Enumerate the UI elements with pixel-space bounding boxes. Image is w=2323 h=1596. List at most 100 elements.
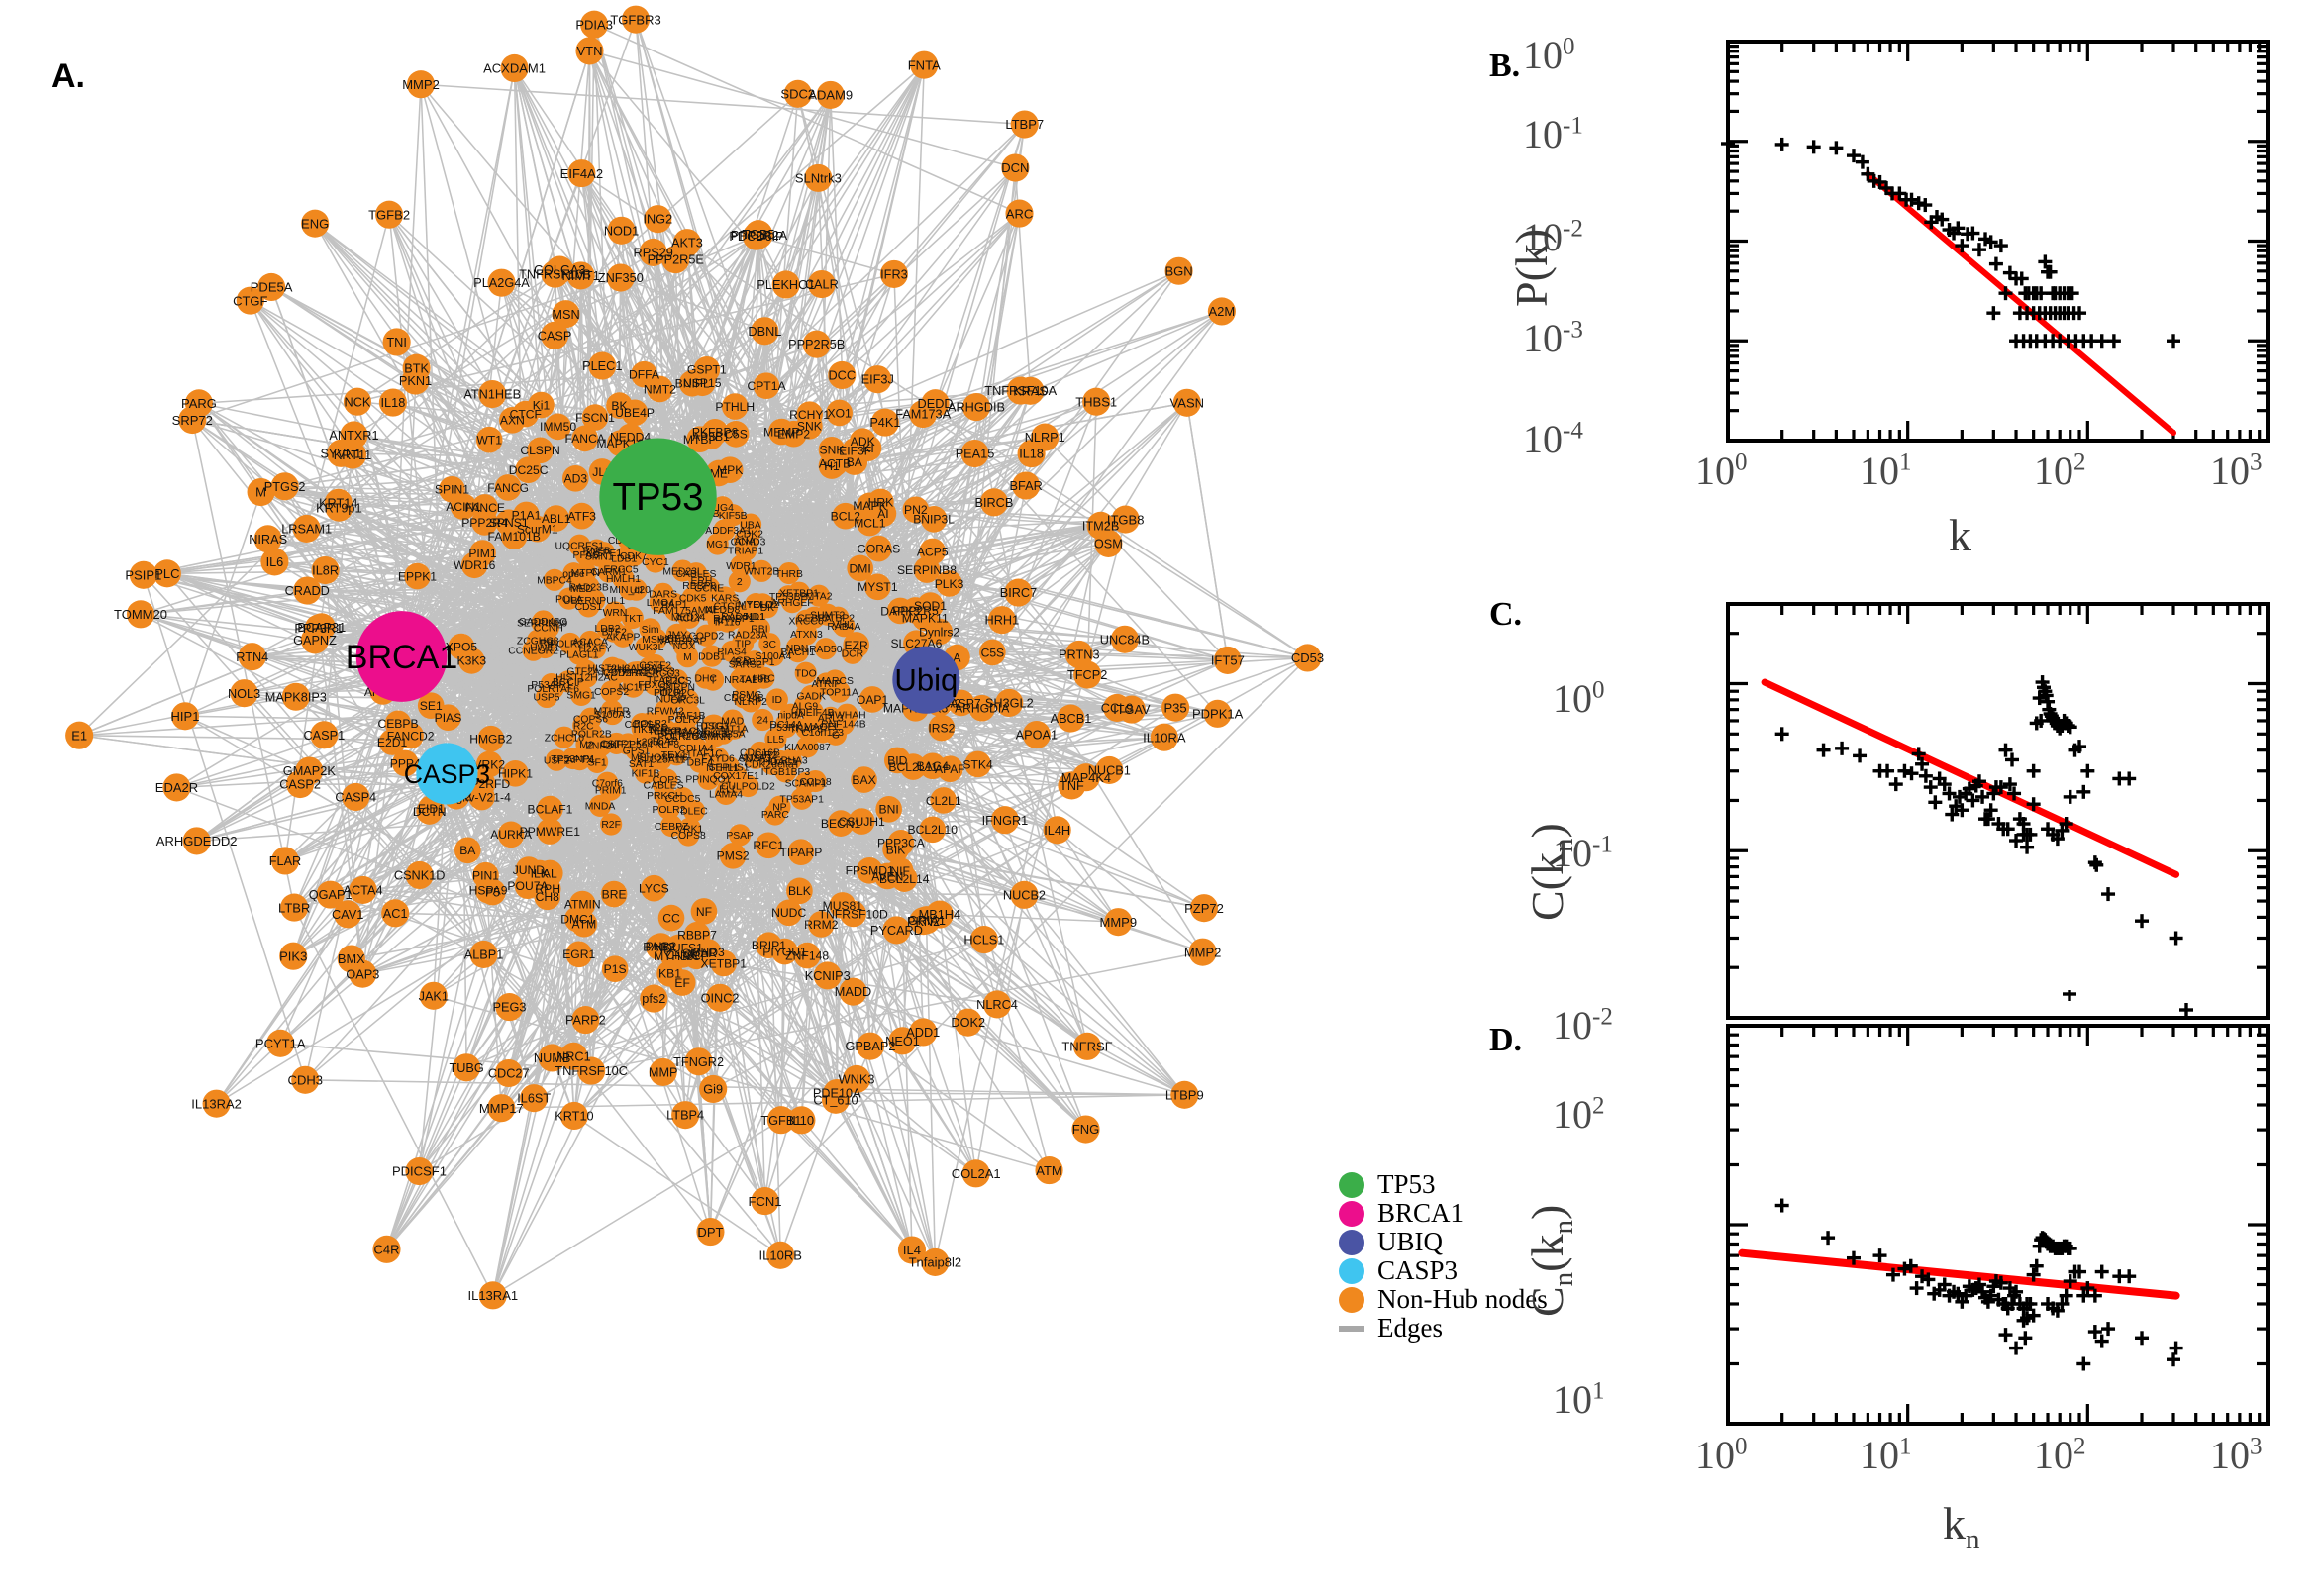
network-node-label: BA bbox=[459, 844, 476, 857]
network-node-label: MAPK11 bbox=[902, 611, 949, 625]
network-node-label: TOP11A bbox=[820, 687, 858, 698]
panel-b-plot bbox=[1721, 40, 2270, 443]
network-node-label: OINC2 bbox=[701, 990, 740, 1005]
network-node-label: ACP5 bbox=[917, 545, 949, 558]
network-node-label: NEO1 bbox=[885, 1034, 920, 1048]
network-node-label: PPP3R1 bbox=[294, 621, 343, 636]
network-node-label: GADD45G bbox=[519, 617, 568, 628]
network-node-label: HIST12H2AC bbox=[556, 672, 618, 683]
network-node-label: HDAC1 bbox=[763, 757, 798, 768]
network-node-label: RAD23B bbox=[568, 583, 608, 594]
network-node-label: CNG1 bbox=[666, 948, 700, 962]
network-node-label: EIF3F bbox=[839, 444, 871, 457]
network-node-label: UBA9 bbox=[637, 663, 663, 674]
network-node-label: ITM2B bbox=[1082, 518, 1119, 533]
network-node-label: CDK2 bbox=[736, 530, 763, 541]
network-node-label: ITGB8 bbox=[1107, 512, 1145, 527]
network-node-label: k205b bbox=[636, 738, 663, 748]
network-node-label: SDC2 bbox=[780, 87, 815, 102]
network-node-label: C7orf6 bbox=[592, 778, 623, 789]
network-node-label: MYH10 bbox=[654, 949, 694, 963]
legend-label: UBIQ bbox=[1377, 1227, 1443, 1256]
network-node-label: CCL9 bbox=[1101, 701, 1134, 716]
legend-label: Edges bbox=[1377, 1313, 1443, 1343]
network-node-label: RANBP1 bbox=[713, 614, 755, 625]
network-node-label: 3C bbox=[763, 640, 777, 650]
network-node-label: KB1 bbox=[658, 967, 681, 981]
network-node-label: UII bbox=[630, 585, 643, 596]
network-node-label: NC1I1 bbox=[619, 682, 649, 693]
network-node-label: TDO bbox=[795, 668, 817, 679]
network-node-label: ACTB bbox=[819, 456, 851, 470]
network-node-label: PN2 bbox=[904, 503, 928, 517]
hub-node-label-brca1: BRCA1 bbox=[346, 639, 457, 676]
network-node-label: POLR2G bbox=[657, 732, 699, 743]
network-node-label: CDC14B bbox=[724, 693, 764, 704]
network-node-label: EDA2R bbox=[155, 780, 198, 795]
network-node-label: DHC bbox=[695, 673, 718, 684]
network-node-label: R2F bbox=[601, 820, 621, 831]
network-node-label: CSTF2 bbox=[639, 661, 671, 672]
network-node-label: PIK3 bbox=[279, 948, 307, 963]
network-node-label: P53AIP1 bbox=[531, 680, 571, 691]
network-node-label: GSPT1 bbox=[687, 363, 727, 377]
network-node-label: FCN1 bbox=[749, 1194, 782, 1209]
network-node-label: GADK bbox=[797, 692, 826, 703]
network-node-label: ACLY bbox=[676, 614, 702, 625]
panel-d-wrapper: D. 10-2 102 101 Cn(kn) 100 101 102 103 k… bbox=[1475, 990, 2323, 1596]
network-node-label: FSCN1 bbox=[575, 411, 615, 425]
network-node-label: HRK bbox=[868, 495, 894, 509]
network-node-label: CYC1 bbox=[642, 557, 669, 568]
network-node-label: pfs2 bbox=[642, 991, 665, 1006]
panel-b-wrapper: B. 100 10-1 10-2 10-3 10-4 P(k) 100 101 … bbox=[1475, 20, 2323, 574]
fit-line bbox=[1761, 678, 2180, 878]
network-node-label: SMAR bbox=[682, 947, 717, 960]
network-node-label: P53RK bbox=[769, 723, 802, 734]
network-node-label: IL13RA1 bbox=[467, 1288, 518, 1303]
network-node-label: GPBAP2 bbox=[846, 1039, 896, 1053]
network-node-label: SMG1 bbox=[566, 691, 596, 702]
network-node-label: BCL2L11 bbox=[888, 760, 938, 774]
network-node-label: NUFIP bbox=[656, 695, 687, 706]
network-node-label: PARC bbox=[761, 810, 790, 821]
network-node-label: ARHGDIA bbox=[955, 702, 1010, 716]
network-node-label: PKN2 bbox=[907, 914, 940, 929]
network-node-label: MAGEL bbox=[804, 722, 841, 733]
network-node-label: TIPARP bbox=[779, 846, 822, 859]
network-node-label: CEBPZ bbox=[655, 822, 689, 833]
network-node-label: EIF4A2 bbox=[560, 166, 603, 181]
network-node-label: CASP4 bbox=[335, 790, 376, 805]
y-tick-d-1: 101 bbox=[1553, 1377, 1605, 1422]
network-node-label: SHMT2 bbox=[810, 611, 845, 622]
network-node-label: TNFRSF10B bbox=[519, 266, 591, 281]
network-node-label: CDK5 bbox=[679, 594, 707, 605]
network-node-label: Sim bbox=[642, 625, 659, 636]
network-node-label: KIF5B bbox=[719, 511, 748, 522]
network-node-label: GORAS bbox=[857, 542, 900, 555]
network-node-label: FANCE bbox=[465, 501, 505, 515]
network-node-label: UBERNPUL1 bbox=[563, 596, 625, 607]
network-node-label: DEDD bbox=[918, 396, 954, 411]
network-node-label: MED bbox=[570, 584, 593, 595]
network-node-label: WDR16 bbox=[454, 558, 496, 572]
network-node-label: FBXO9 bbox=[638, 680, 671, 691]
network-node-label: FANCA bbox=[564, 432, 605, 446]
network-node-label: ERKRACNE2 bbox=[654, 726, 717, 737]
network-node-label: AKAPP bbox=[606, 632, 641, 643]
network-node-label: ACXDAM1 bbox=[483, 61, 546, 76]
network-node-label: PRKCH bbox=[647, 791, 682, 802]
network-node-label: CASP2 bbox=[279, 777, 321, 792]
network-node-label: GTF2A2 bbox=[660, 728, 699, 739]
network-node-label: GMNN bbox=[699, 732, 731, 743]
network-node-label: LDB2 bbox=[594, 624, 620, 635]
y-tick-b-3: 10-3 bbox=[1523, 316, 1583, 360]
network-node-label: DSG3 bbox=[700, 721, 728, 732]
network-node-label: POLA bbox=[556, 594, 583, 605]
network-node-label: SOD1 bbox=[914, 599, 947, 613]
network-node-label: PRIM1 bbox=[595, 785, 627, 796]
network-node-label: PIAS4 bbox=[717, 648, 747, 658]
network-node-label: KCNIP3 bbox=[805, 968, 851, 983]
network-node-label: COPS bbox=[653, 775, 681, 786]
legend-item-ubiq: UBIQ bbox=[1339, 1228, 1527, 1256]
